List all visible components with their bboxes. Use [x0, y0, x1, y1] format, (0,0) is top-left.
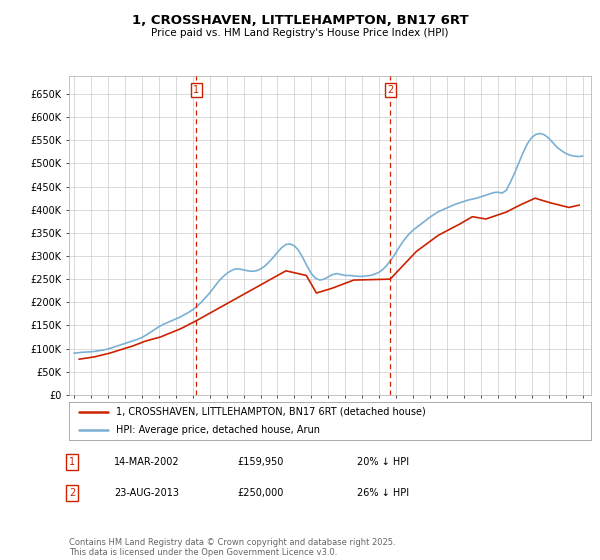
Text: Price paid vs. HM Land Registry's House Price Index (HPI): Price paid vs. HM Land Registry's House …	[151, 28, 449, 38]
Text: 1, CROSSHAVEN, LITTLEHAMPTON, BN17 6RT: 1, CROSSHAVEN, LITTLEHAMPTON, BN17 6RT	[131, 14, 469, 27]
Text: 2: 2	[69, 488, 75, 498]
Text: 26% ↓ HPI: 26% ↓ HPI	[357, 488, 409, 498]
Text: 1: 1	[193, 85, 199, 95]
Text: 20% ↓ HPI: 20% ↓ HPI	[357, 457, 409, 467]
Text: 1, CROSSHAVEN, LITTLEHAMPTON, BN17 6RT (detached house): 1, CROSSHAVEN, LITTLEHAMPTON, BN17 6RT (…	[116, 407, 426, 417]
Text: 14-MAR-2002: 14-MAR-2002	[114, 457, 179, 467]
Text: £250,000: £250,000	[237, 488, 283, 498]
Text: 2: 2	[387, 85, 393, 95]
Text: 1: 1	[69, 457, 75, 467]
Text: HPI: Average price, detached house, Arun: HPI: Average price, detached house, Arun	[116, 426, 320, 436]
Text: 23-AUG-2013: 23-AUG-2013	[114, 488, 179, 498]
Text: £159,950: £159,950	[237, 457, 283, 467]
Text: Contains HM Land Registry data © Crown copyright and database right 2025.
This d: Contains HM Land Registry data © Crown c…	[69, 538, 395, 557]
